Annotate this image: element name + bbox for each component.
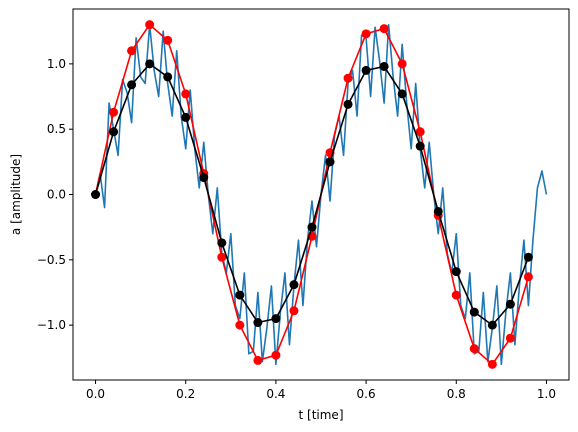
series-1-point (451, 290, 461, 300)
series-2-point (433, 206, 443, 216)
series-2-point (469, 307, 479, 317)
plot-area (91, 20, 548, 369)
series-1-point (145, 20, 155, 30)
x-tick-label: 0.4 (266, 387, 285, 401)
series-2-point (307, 222, 317, 232)
series-2-point (217, 238, 227, 248)
x-tick-label: 1.0 (537, 387, 556, 401)
series-1-point (505, 333, 515, 343)
series-2-point (415, 141, 425, 151)
series-2-point (127, 80, 137, 90)
series-1-point (379, 24, 389, 34)
x-tick-label: 0.0 (86, 387, 105, 401)
series-1-point (361, 29, 371, 39)
series-2-point (271, 314, 281, 324)
y-tick-label: −0.5 (37, 253, 66, 267)
series-2-point (145, 59, 155, 69)
y-tick-label: 0.5 (47, 122, 66, 136)
series-2-point (379, 61, 389, 71)
x-tick-label: 0.8 (447, 387, 466, 401)
series-2-point (235, 290, 245, 300)
x-axis: 0.0 0.2 0.4 0.6 0.8 1.0 (86, 380, 556, 401)
series-2-point (289, 280, 299, 290)
series-1-point (487, 359, 497, 369)
series-2-point (451, 267, 461, 277)
series-1-point (109, 107, 119, 117)
y-axis-label: a [amplitude] (9, 154, 23, 235)
y-tick-label: 1.0 (47, 57, 66, 71)
series-2-point (397, 89, 407, 99)
series-2-point (91, 190, 101, 199)
series-1-point (415, 127, 425, 137)
series-1-point (289, 306, 299, 316)
series-1-point (469, 344, 479, 354)
y-tick-label: −1.0 (37, 318, 66, 332)
series-2-point (487, 320, 497, 330)
series-2-point (253, 318, 263, 328)
series-2-point (325, 157, 335, 167)
series-1-point (217, 252, 227, 262)
series-1-point (397, 59, 407, 69)
series-2-point (523, 252, 533, 262)
series-1-point (163, 35, 173, 45)
y-axis: −1.0 −0.5 0.0 0.5 1.0 (37, 57, 73, 332)
series-1-point (181, 89, 191, 99)
series-1-point (343, 73, 353, 83)
series-2-point (199, 173, 209, 183)
series-2-point (505, 299, 515, 309)
series-2-point (109, 127, 119, 137)
series-1-point (523, 272, 533, 282)
series-1-point (235, 320, 245, 330)
series-2-point (181, 112, 191, 122)
series-1-point (253, 355, 263, 365)
series-2-point (361, 65, 371, 75)
x-tick-label: 0.2 (176, 387, 195, 401)
x-tick-label: 0.6 (357, 387, 376, 401)
y-tick-label: 0.0 (47, 188, 66, 202)
series-1-point (127, 46, 137, 56)
series-2-point (343, 99, 353, 109)
series-2-point (163, 72, 173, 82)
x-axis-label: t [time] (299, 408, 344, 422)
series-1-point (271, 350, 281, 360)
